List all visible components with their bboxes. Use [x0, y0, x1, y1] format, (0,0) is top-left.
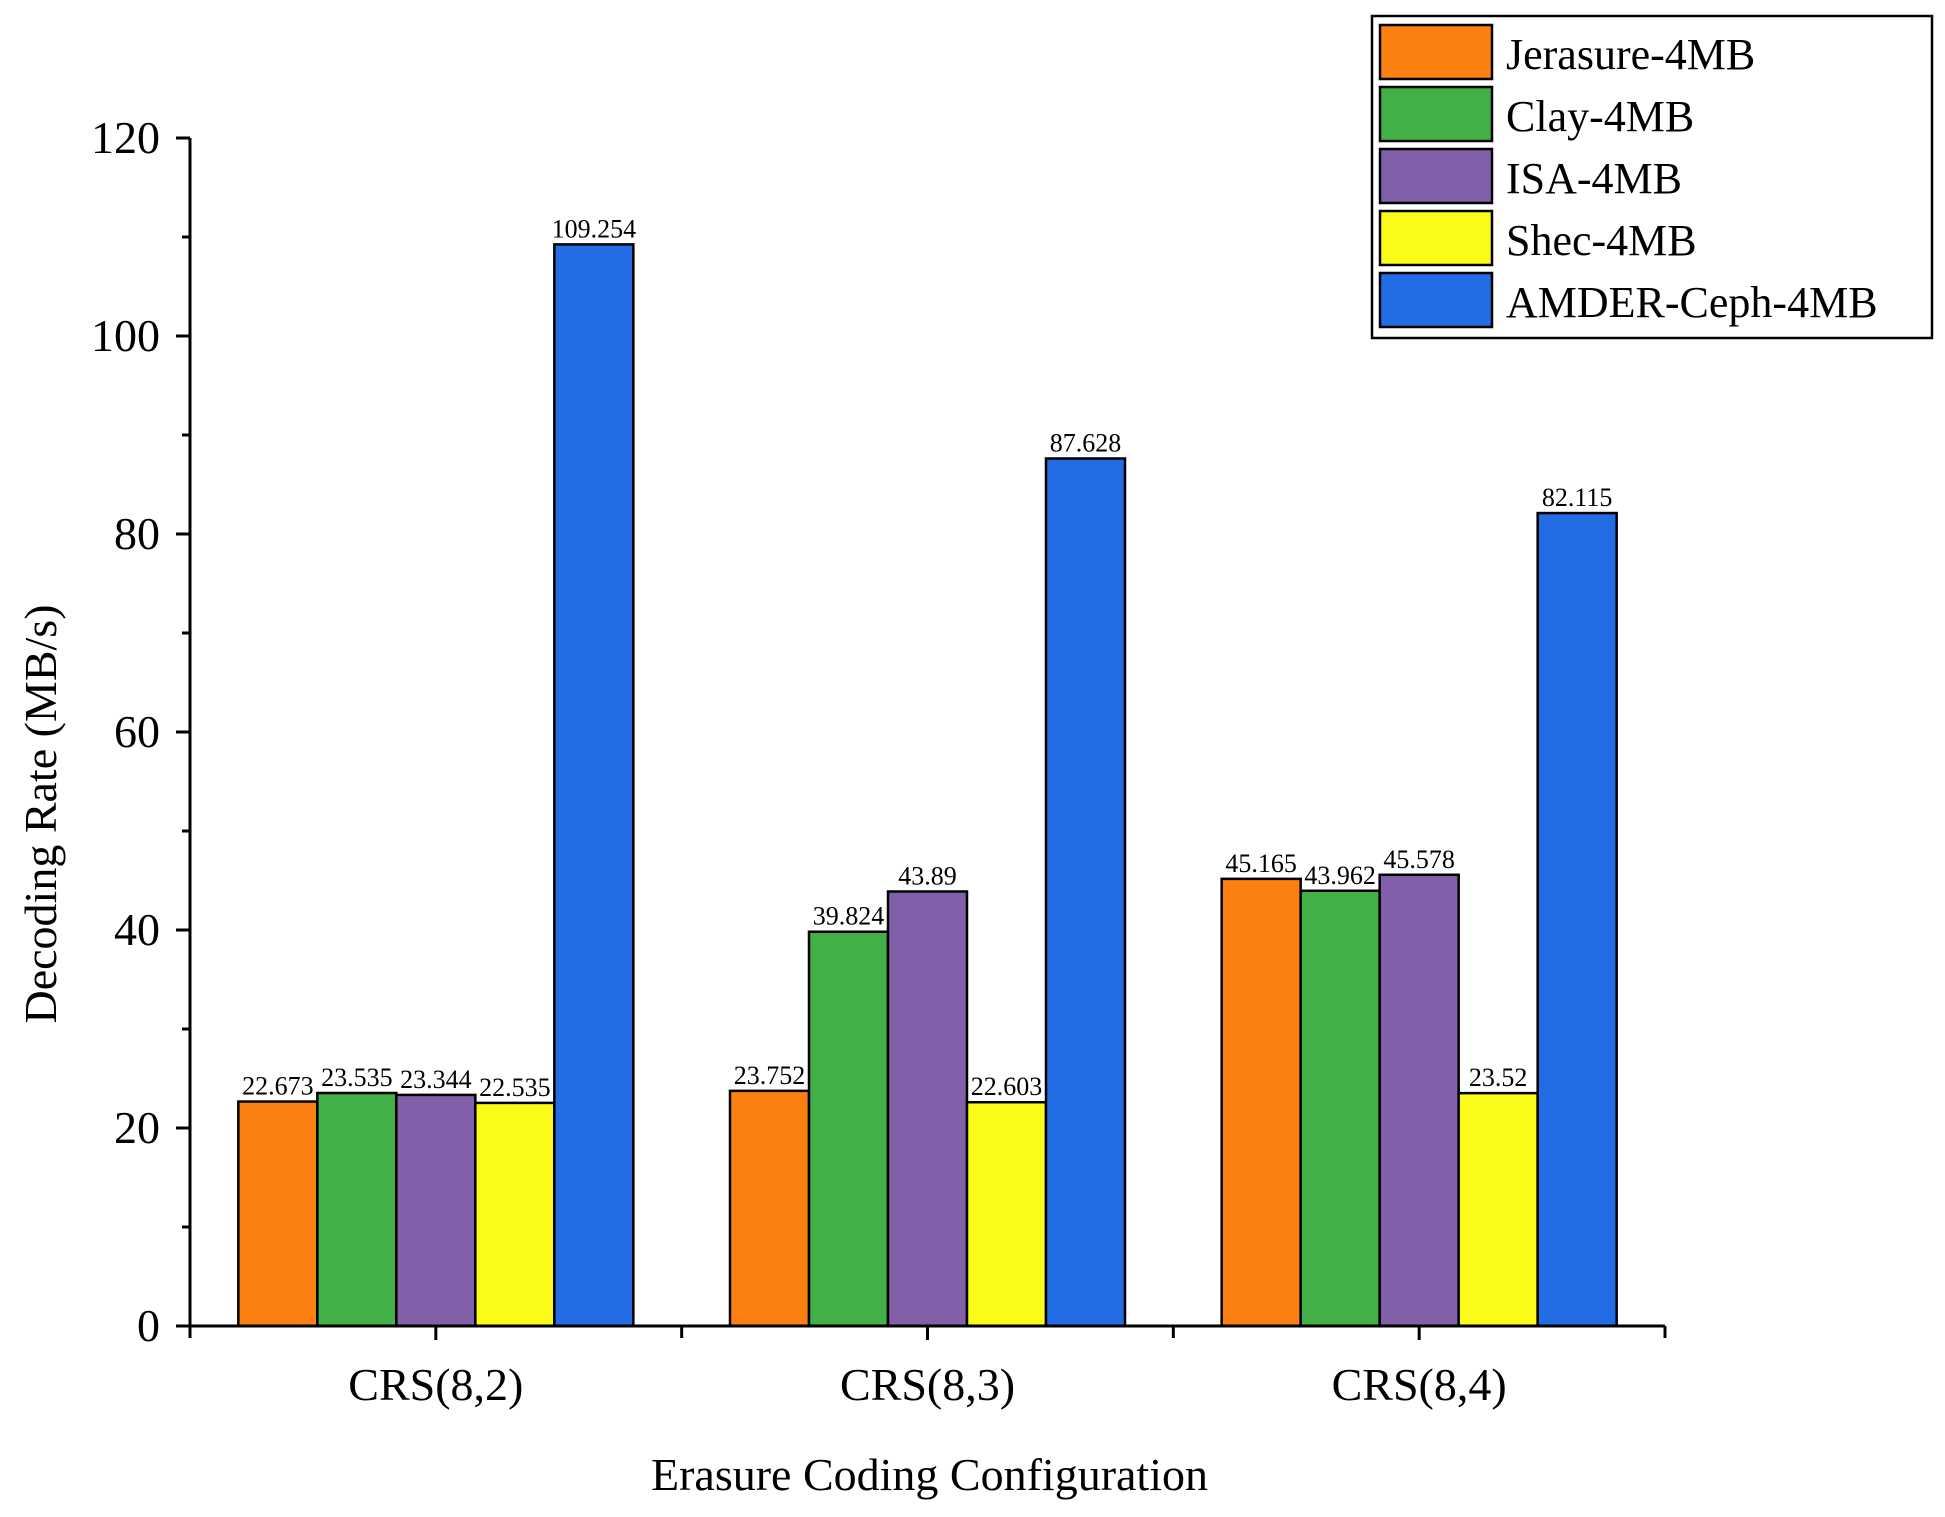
bar-jerasure-4mb-1: [237, 1100, 319, 1328]
bar-isa-4mb-2: [886, 890, 969, 1328]
y-tick-label: 120: [91, 112, 160, 163]
x-axis-title: Erasure Coding Configuration: [651, 1449, 1208, 1500]
bar-shec-4mb-1: [474, 1101, 556, 1328]
data-label: 23.535: [321, 1063, 393, 1092]
legend-swatch: [1378, 23, 1494, 81]
bar-clay-4mb-3: [1299, 889, 1381, 1328]
y-axis-title: Decoding Rate (MB/s): [15, 604, 66, 1023]
axes-group: 0 20 40 60 80 100 120 CRS(8,2) CRS(8,3) CRS(8,4) E…: [15, 112, 1667, 1500]
legend-swatch: [1378, 209, 1494, 267]
legend-label: AMDER-Ceph-4MB: [1506, 278, 1878, 327]
y-tick-label: 60: [114, 706, 160, 757]
y-tick-label: 100: [91, 310, 160, 361]
data-label: 43.89: [898, 861, 957, 890]
legend-swatch: [1378, 85, 1494, 143]
data-label: 87.628: [1050, 428, 1122, 457]
legend-label: Jerasure-4MB: [1506, 30, 1755, 79]
y-tick-label: 0: [137, 1300, 160, 1351]
data-label: 43.962: [1304, 861, 1376, 890]
bar-isa-4mb-3: [1378, 873, 1460, 1328]
bar-amder-ceph-4mb-2: [1044, 457, 1127, 1328]
data-label: 45.578: [1383, 845, 1455, 874]
legend-swatch: [1378, 147, 1494, 205]
data-label: 82.115: [1542, 483, 1613, 512]
bar-isa-4mb-1: [395, 1093, 477, 1328]
legend-swatch: [1378, 271, 1494, 329]
bar-amder-ceph-4mb-3: [1536, 511, 1618, 1328]
legend: Jerasure-4MB Clay-4MB ISA-4MB Shec-4MB AMDER…: [1370, 14, 1934, 340]
data-label: 22.535: [479, 1073, 551, 1102]
y-tick-label: 40: [114, 904, 160, 955]
x-tick-label: CRS(8,4): [1332, 1359, 1507, 1410]
y-tick-label: 80: [114, 508, 160, 559]
bar-shec-4mb-2: [965, 1100, 1048, 1328]
bars-group: [237, 243, 1618, 1328]
data-label: 45.165: [1225, 849, 1297, 878]
data-label: 23.52: [1469, 1063, 1528, 1092]
y-tick-label: 20: [114, 1102, 160, 1153]
bar-jerasure-4mb-3: [1220, 877, 1302, 1328]
legend-label: Clay-4MB: [1506, 92, 1694, 141]
bar-amder-ceph-4mb-1: [553, 243, 635, 1328]
data-label: 23.752: [734, 1061, 806, 1090]
data-labels-group: 22.673 23.535 23.344 22.535 109.254 23.752 39.…: [242, 214, 1612, 1102]
bar-clay-4mb-2: [807, 930, 890, 1328]
data-label: 22.673: [242, 1072, 314, 1101]
x-tick-label: CRS(8,3): [840, 1359, 1015, 1410]
legend-label: ISA-4MB: [1506, 154, 1682, 203]
data-label: 23.344: [400, 1065, 472, 1094]
bar-jerasure-4mb-2: [728, 1089, 811, 1328]
bar-shec-4mb-3: [1457, 1091, 1539, 1328]
x-tick-label: CRS(8,2): [348, 1359, 523, 1410]
bar-clay-4mb-1: [316, 1091, 398, 1328]
data-label: 39.824: [813, 902, 885, 931]
data-label: 109.254: [552, 214, 637, 243]
data-label: 22.603: [971, 1072, 1043, 1101]
legend-label: Shec-4MB: [1506, 216, 1697, 265]
